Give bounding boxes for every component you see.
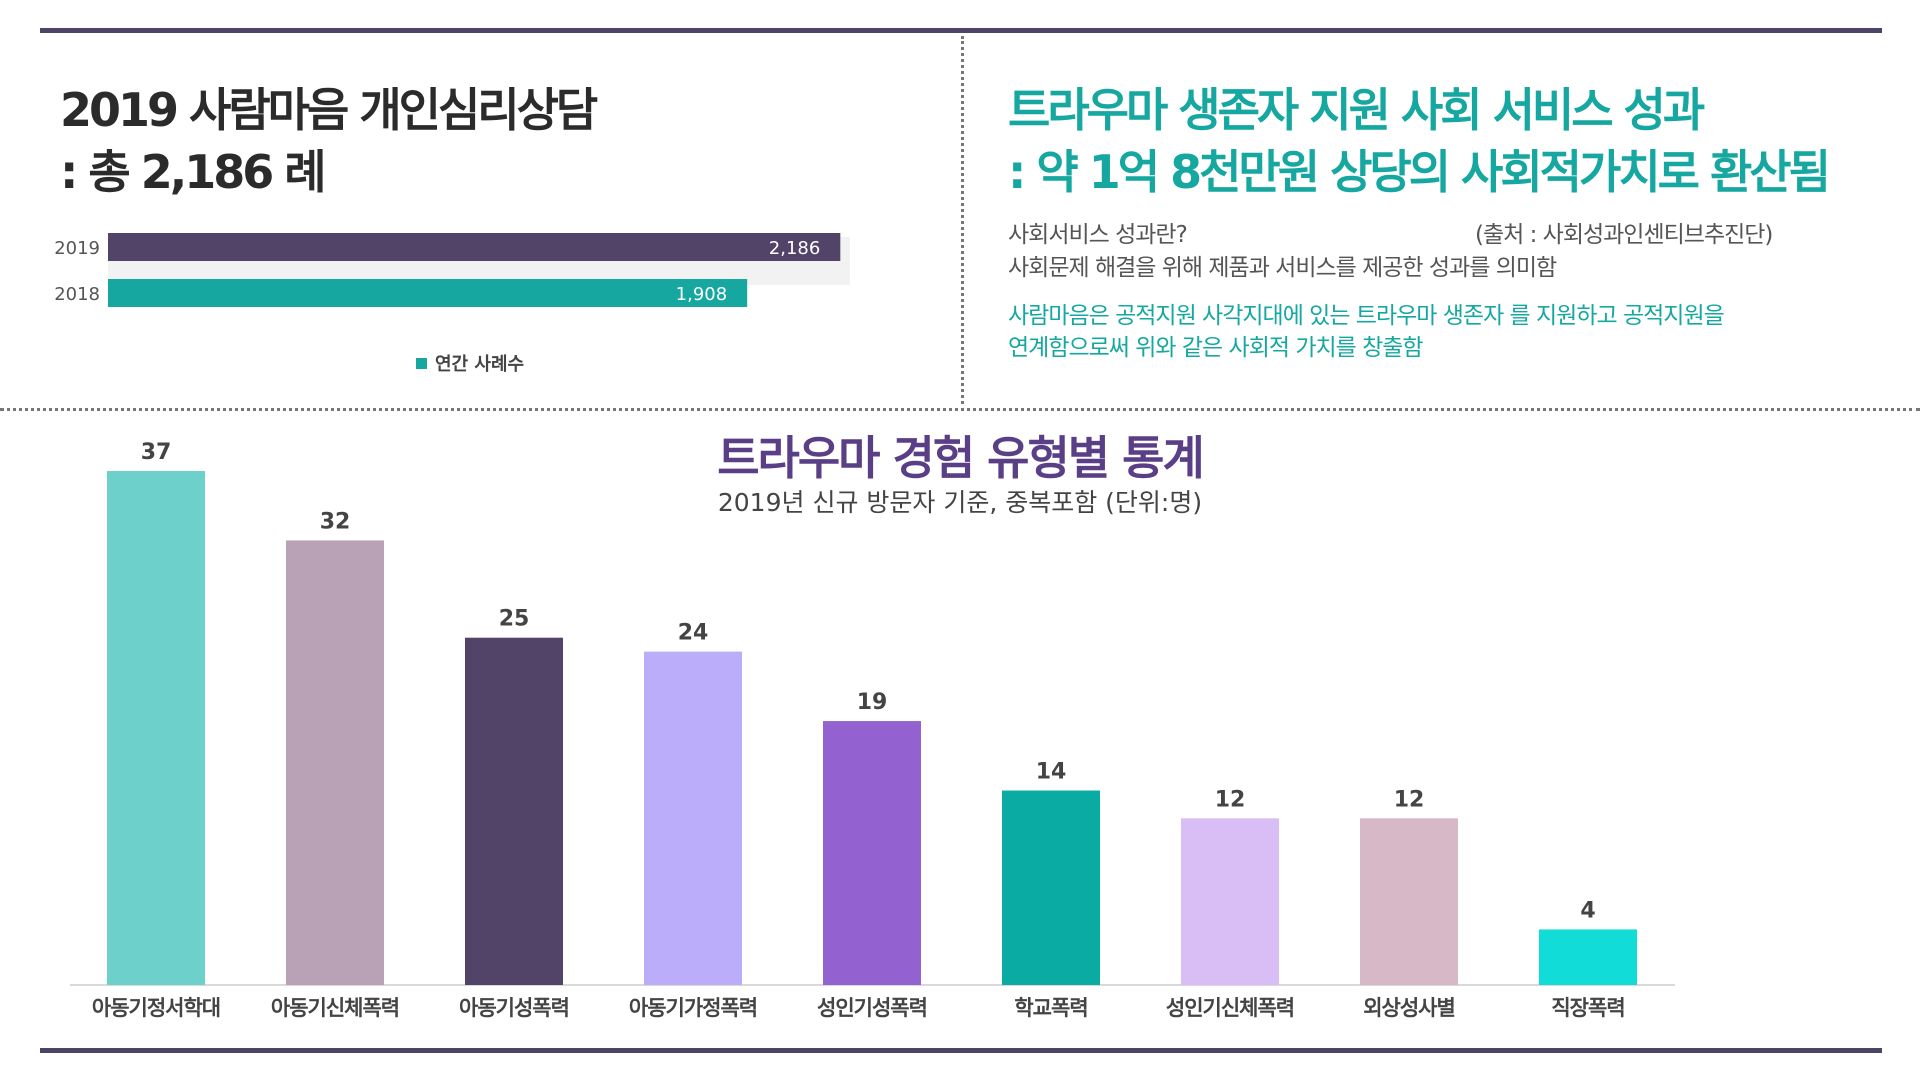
bar-아동기가정폭력 [644, 651, 742, 985]
desc-teal-line1: 사람마음은 공적지원 사각지대에 있는 트라우마 생존자 를 지원하고 공적지원… [1008, 303, 1725, 329]
category-label: 외상성사별 [1363, 996, 1455, 1020]
main-chart-subtitle: 2019년 신규 방문자 기준, 중복포함 (단위:명) [717, 488, 1203, 517]
bar-value-label: 37 [141, 440, 172, 465]
category-label: 직장폭력 [1551, 996, 1624, 1020]
desc-answer: 사회문제 해결을 위해 제품과 서비스를 제공한 성과를 의미함 [1008, 255, 1557, 281]
bar-직장폭력 [1539, 929, 1637, 985]
bar-아동기신체폭력 [286, 540, 384, 985]
mini-value-label: 1,908 [676, 284, 728, 305]
mini-bar-2018 [108, 279, 748, 307]
bar-외상성사별 [1360, 818, 1458, 985]
category-label: 아동기성폭력 [459, 996, 569, 1020]
bar-value-label: 12 [1394, 787, 1425, 812]
main-chart-title: 트라우마 경험 유형별 통계 [717, 431, 1205, 485]
category-label: 아동기신체폭력 [271, 996, 399, 1020]
mini-value-label: 2,186 [769, 238, 821, 259]
left-title-line1: 2019 사람마음 개인심리상담 [60, 83, 598, 137]
mini-bar-2019 [108, 233, 841, 261]
right-title-line1: 트라우마 생존자 지원 사회 서비스 성과 [1008, 83, 1705, 137]
bar-value-label: 4 [1580, 898, 1595, 923]
right-title-line2: : 약 1억 8천만원 상당의 사회적가치로 환산됨 [1008, 145, 1831, 199]
bar-value-label: 19 [857, 690, 888, 715]
desc-source: (출처 : 사회성과인센티브추진단) [1475, 222, 1773, 248]
mini-category-label: 2018 [54, 284, 100, 305]
bar-value-label: 25 [499, 607, 530, 632]
top-rule [40, 28, 1882, 33]
bar-성인기신체폭력 [1181, 818, 1279, 985]
left-title-line2: : 총 2,186 례 [60, 145, 327, 199]
category-label: 아동기정서학대 [92, 996, 220, 1020]
horizontal-divider [0, 408, 1920, 411]
bar-value-label: 12 [1215, 787, 1246, 812]
bar-value-label: 32 [320, 509, 351, 534]
bar-성인기성폭력 [823, 721, 921, 985]
legend-swatch [416, 357, 427, 369]
mini-legend: 연간 사례수 [416, 350, 524, 376]
bar-학교폭력 [1002, 790, 1100, 985]
legend-label: 연간 사례수 [435, 354, 525, 375]
bar-value-label: 14 [1036, 760, 1067, 785]
desc-question: 사회서비스 성과란? [1008, 222, 1188, 248]
bar-아동기성폭력 [465, 637, 563, 985]
desc-teal-line2: 연계함으로써 위와 같은 사회적 가치를 창출함 [1008, 335, 1424, 361]
bar-아동기정서학대 [107, 471, 205, 985]
annual-cases-chart: 2019 2,186 2018 1,908 [54, 233, 850, 307]
bottom-rule [40, 1048, 1882, 1053]
trauma-type-chart: 37 아동기정서학대 32 아동기신체폭력 25 아동기성폭력 24 아동기가정폭력 19 성인기… [70, 440, 1675, 1020]
category-label: 아동기가정폭력 [629, 996, 757, 1020]
category-label: 성인기신체폭력 [1166, 996, 1294, 1020]
mini-category-label: 2019 [54, 238, 100, 259]
vertical-divider [961, 36, 964, 404]
category-label: 성인기성폭력 [817, 996, 927, 1020]
category-label: 학교폭력 [1014, 996, 1087, 1020]
bar-value-label: 24 [678, 621, 709, 646]
